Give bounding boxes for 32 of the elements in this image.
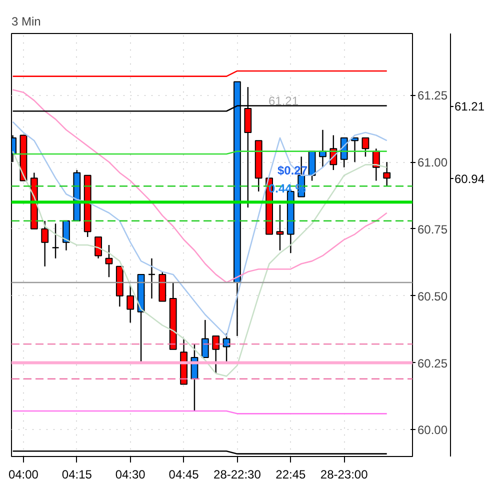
candlestick xyxy=(62,220,70,251)
y2-tick-label: 61.21 xyxy=(454,100,485,114)
x-tick-label: 04:15 xyxy=(62,468,92,482)
candlestick xyxy=(52,222,60,259)
candlestick xyxy=(126,284,134,324)
x-tick-label: 22:45 xyxy=(276,468,306,482)
candlestick xyxy=(383,161,391,187)
candlestick xyxy=(41,220,49,268)
candlestick xyxy=(212,335,220,374)
y-tick-label: 60.75 xyxy=(418,222,448,236)
annotation: 61.21 xyxy=(268,94,299,108)
chart-title: 3 Min xyxy=(12,14,41,28)
y-tick-label: 60.00 xyxy=(418,423,448,438)
candlestick xyxy=(201,319,209,358)
x-tick-label: 04:00 xyxy=(8,468,39,482)
x-tick-label: 04:45 xyxy=(168,468,200,482)
x-tick-label: 28-23:00 xyxy=(320,468,368,482)
x-tick-label: 28-22:30 xyxy=(214,468,262,482)
y-tick-label: 60.25 xyxy=(418,356,448,370)
candlestick xyxy=(94,236,102,259)
line-series xyxy=(12,121,388,337)
y2-tick-label: 60.94 xyxy=(454,172,485,186)
line-series xyxy=(12,89,388,284)
y-tick-label: 61.25 xyxy=(418,88,448,103)
y-tick-label: 60.50 xyxy=(418,289,448,304)
y-tick-label: 61.00 xyxy=(418,156,448,170)
x-tick-label: 04:30 xyxy=(115,468,146,482)
candlestick xyxy=(351,137,358,163)
candlestick xyxy=(105,244,113,278)
candlestick xyxy=(362,137,370,158)
candlestick xyxy=(276,204,284,251)
candlestick xyxy=(222,332,230,364)
